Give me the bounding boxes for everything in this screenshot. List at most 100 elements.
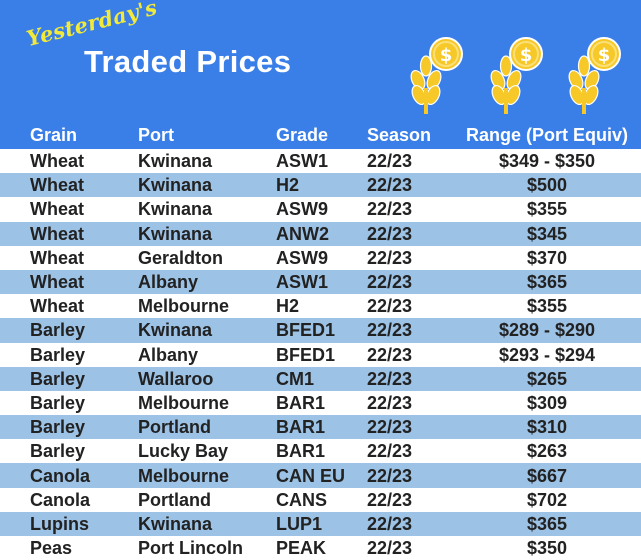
range-cell: $365 xyxy=(526,513,568,534)
table-row: Canola Melbourne CAN EU 22/23 $667 xyxy=(0,463,641,488)
range-cell: $349 - $350 xyxy=(498,151,596,172)
table-row: Barley Wallaroo CM1 22/23 $265 xyxy=(0,366,641,391)
port-cell: Kwinana xyxy=(138,223,213,244)
table-row: Wheat Kwinana ASW1 22/23 $349 - $350 xyxy=(0,149,641,174)
season-cell: 22/23 xyxy=(367,320,413,341)
grain-cell: Wheat xyxy=(30,199,84,220)
season-cell: 22/23 xyxy=(367,175,413,196)
season-cell: 22/23 xyxy=(367,368,413,389)
table-header-row: Grain Port Grade Season Range (Port Equi… xyxy=(0,121,641,149)
table-row: Wheat Kwinana ASW9 22/23 $355 xyxy=(0,197,641,222)
range-cell: $265 xyxy=(526,368,568,389)
svg-text:$: $ xyxy=(440,45,453,66)
season-cell: 22/23 xyxy=(367,344,413,365)
table-row: Lupins Kwinana LUP1 22/23 $365 xyxy=(0,511,641,536)
port-cell: Albany xyxy=(138,272,199,293)
season-cell: 22/23 xyxy=(367,272,413,293)
grain-cell: Barley xyxy=(30,441,86,462)
grade-cell: CM1 xyxy=(276,368,315,389)
grade-cell: ASW9 xyxy=(276,199,329,220)
icon-group: $ $ xyxy=(398,36,638,116)
range-cell: $370 xyxy=(526,247,568,268)
range-cell: $350 xyxy=(526,538,568,559)
table-row: Wheat Melbourne H2 22/23 $355 xyxy=(0,294,641,319)
port-cell: Portland xyxy=(138,417,212,438)
range-cell: $263 xyxy=(526,441,568,462)
grain-cell: Wheat xyxy=(30,175,84,196)
grain-cell: Canola xyxy=(30,489,91,510)
port-cell: Lucky Bay xyxy=(138,441,229,462)
grain-cell: Wheat xyxy=(30,223,84,244)
svg-text:$: $ xyxy=(598,45,611,66)
table-row: Wheat Geraldton ASW9 22/23 $370 xyxy=(0,245,641,270)
grain-cell: Wheat xyxy=(30,247,84,268)
prices-table: Grain Port Grade Season Range (Port Equi… xyxy=(0,121,641,560)
range-cell: $667 xyxy=(526,465,568,486)
port-cell: Port Lincoln xyxy=(138,538,243,559)
port-cell: Albany xyxy=(138,344,199,365)
grain-cell: Barley xyxy=(30,417,86,438)
range-cell: $355 xyxy=(526,296,568,317)
port-cell: Melbourne xyxy=(138,392,230,413)
grade-cell: ANW2 xyxy=(276,223,329,244)
column-header-grain: Grain xyxy=(30,124,78,145)
column-header-range: Range (Port Equiv) xyxy=(465,124,628,145)
season-cell: 22/23 xyxy=(367,392,413,413)
table-row: Canola Portland CANS 22/23 $702 xyxy=(0,487,641,512)
grade-cell: CANS xyxy=(276,489,328,510)
grade-cell: ASW1 xyxy=(276,151,329,172)
season-cell: 22/23 xyxy=(367,247,413,268)
season-cell: 22/23 xyxy=(367,538,413,559)
range-cell: $293 - $294 xyxy=(498,344,596,365)
wheat-coin-icon: $ xyxy=(478,36,550,116)
grade-cell: CAN EU xyxy=(276,465,346,486)
table-row: Barley Melbourne BAR1 22/23 $309 xyxy=(0,390,641,416)
port-cell: Melbourne xyxy=(138,296,230,317)
grade-cell: BFED1 xyxy=(276,344,336,365)
wheat-coin-icon: $ xyxy=(398,36,470,116)
grain-cell: Canola xyxy=(30,465,91,486)
wheat-coin-icon: $ xyxy=(556,36,628,116)
range-cell: $345 xyxy=(526,223,568,244)
season-cell: 22/23 xyxy=(367,151,413,172)
season-cell: 22/23 xyxy=(367,417,413,438)
range-cell: $289 - $290 xyxy=(498,320,596,341)
grain-cell: Barley xyxy=(30,344,86,365)
range-cell: $355 xyxy=(526,199,568,220)
grade-cell: H2 xyxy=(276,296,300,317)
table-row: Wheat Kwinana H2 22/23 $500 xyxy=(0,173,641,198)
grain-cell: Barley xyxy=(30,320,86,341)
grain-cell: Barley xyxy=(30,368,86,389)
season-cell: 22/23 xyxy=(367,223,413,244)
grade-cell: ASW1 xyxy=(276,272,329,293)
range-cell: $365 xyxy=(526,272,568,293)
table-row: Peas Port Lincoln PEAK 22/23 $350 xyxy=(0,536,641,560)
grade-cell: H2 xyxy=(276,175,300,196)
table-row: Barley Kwinana BFED1 22/23 $289 - $290 xyxy=(0,318,641,343)
port-cell: Kwinana xyxy=(138,199,213,220)
table-row: Barley Lucky Bay BAR1 22/23 $263 xyxy=(0,439,641,464)
grain-cell: Wheat xyxy=(30,296,84,317)
grade-cell: BAR1 xyxy=(276,392,326,413)
header-banner: Yesterday's Traded Prices $ xyxy=(0,0,641,121)
table-row: Barley Albany BFED1 22/23 $293 - $294 xyxy=(0,342,641,367)
season-cell: 22/23 xyxy=(367,513,413,534)
grade-cell: LUP1 xyxy=(276,513,323,534)
range-cell: $310 xyxy=(526,417,568,438)
port-cell: Melbourne xyxy=(138,465,230,486)
column-header-grade: Grade xyxy=(276,124,329,145)
port-cell: Kwinana xyxy=(138,320,213,341)
column-header-season: Season xyxy=(367,124,432,145)
season-cell: 22/23 xyxy=(367,296,413,317)
port-cell: Kwinana xyxy=(138,175,213,196)
port-cell: Kwinana xyxy=(138,513,213,534)
grade-cell: PEAK xyxy=(276,538,327,559)
range-cell: $500 xyxy=(526,175,568,196)
grade-cell: BAR1 xyxy=(276,441,326,462)
port-cell: Geraldton xyxy=(138,247,224,268)
grade-cell: BFED1 xyxy=(276,320,336,341)
season-cell: 22/23 xyxy=(367,489,413,510)
grain-cell: Lupins xyxy=(30,513,89,534)
grain-cell: Barley xyxy=(30,392,86,413)
table-row: Wheat Albany ASW1 22/23 $365 xyxy=(0,269,641,295)
